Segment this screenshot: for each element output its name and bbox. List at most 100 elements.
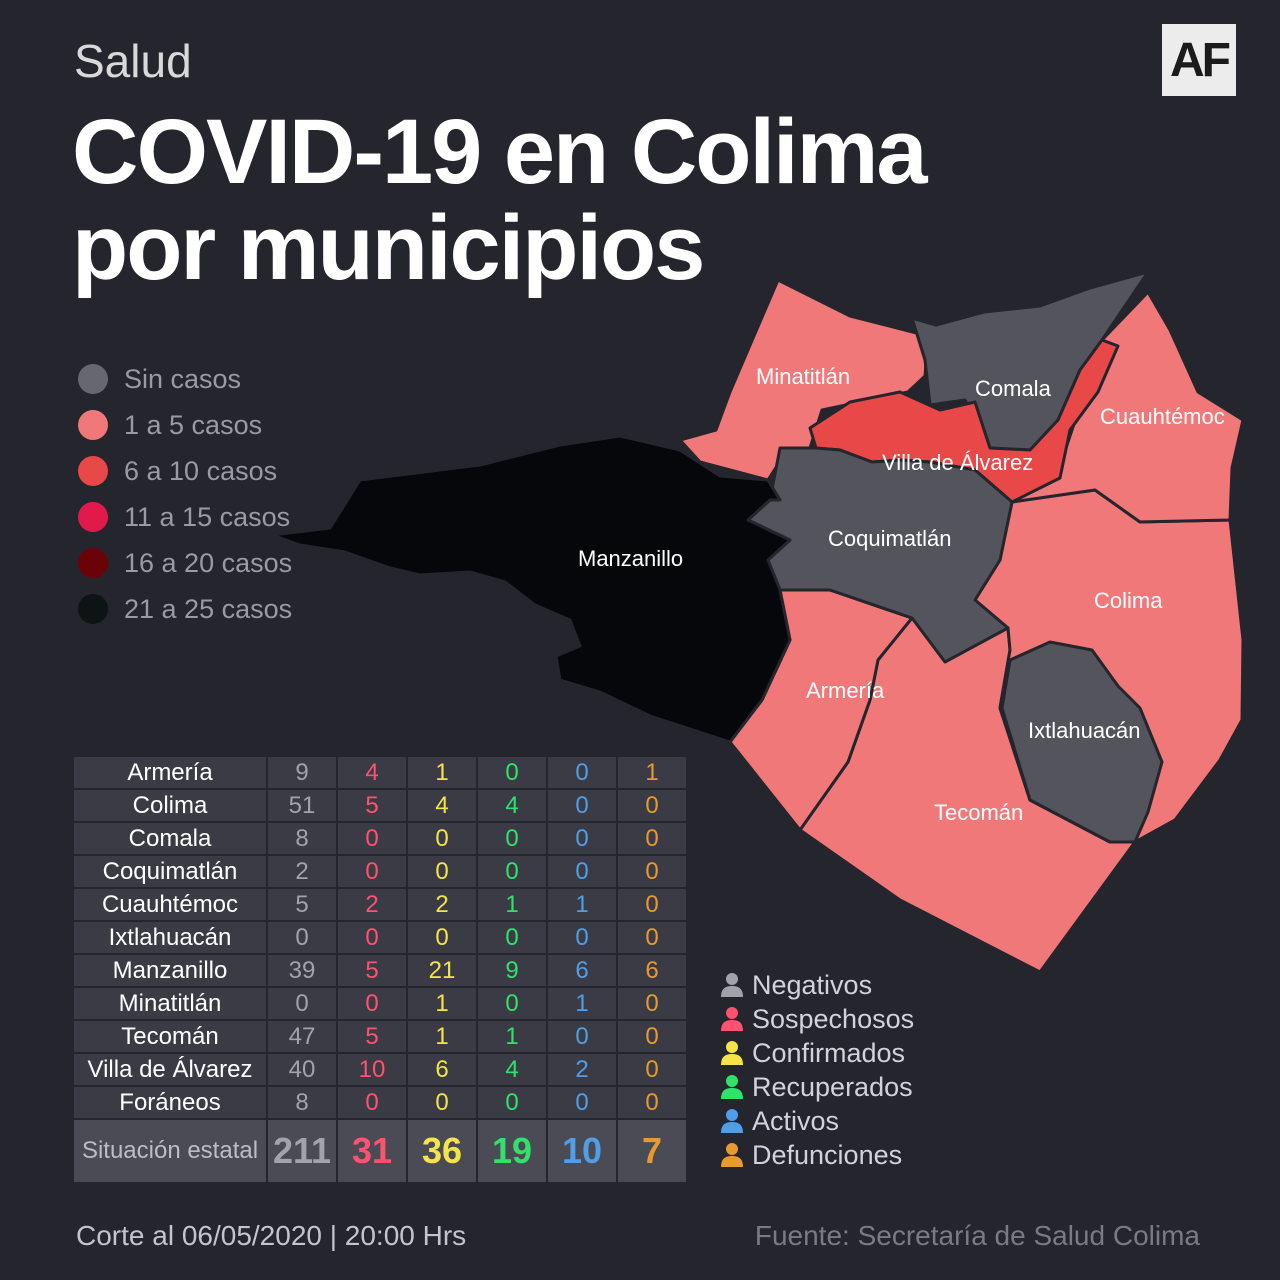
total-row: Situación estatal 211 31 36 19 10 7 (74, 1120, 686, 1182)
municipality-cell: Tecomán (74, 1021, 266, 1052)
municipality-cell: Villa de Álvarez (74, 1054, 266, 1085)
value-cell: 0 (618, 1087, 686, 1118)
legend-label: 16 a 20 casos (124, 547, 293, 578)
municipality-cell: Armería (74, 757, 266, 788)
value-cell: 6 (618, 955, 686, 986)
municipality-cell: Coquimatlán (74, 856, 266, 887)
value-cell: 0 (338, 856, 406, 887)
municipality-cell: Manzanillo (74, 955, 266, 986)
person-icon (721, 1041, 743, 1065)
label-minatitlan: Minatitlán (756, 364, 850, 389)
category-item: Recuperados (720, 1070, 914, 1104)
legend-item: 11 a 15 casos (78, 494, 292, 540)
label-colima: Colima (1094, 588, 1163, 613)
value-cell: 0 (548, 823, 616, 854)
source-note: Fuente: Secretaría de Salud Colima (754, 1220, 1200, 1251)
total-value: 7 (618, 1120, 686, 1182)
value-cell: 0 (548, 856, 616, 887)
value-cell: 0 (548, 757, 616, 788)
value-cell: 9 (268, 757, 336, 788)
total-value: 211 (268, 1120, 336, 1182)
category-label: Sospechosos (752, 1003, 915, 1034)
table-row: Comala 8 0 0 0 0 0 (74, 823, 686, 854)
total-value: 10 (548, 1120, 616, 1182)
value-cell: 0 (618, 790, 686, 821)
municipality-cell: Colima (74, 790, 266, 821)
value-cell: 21 (408, 955, 476, 986)
category-item: Activos (720, 1104, 914, 1138)
value-cell: 1 (408, 757, 476, 788)
legend-label: Sin casos (124, 363, 242, 394)
table-row: Villa de Álvarez 40 10 6 4 2 0 (74, 1054, 686, 1085)
table-row: Foráneos 8 0 0 0 0 0 (74, 1087, 686, 1118)
value-cell: 0 (338, 1087, 406, 1118)
table-row: Manzanillo 39 5 21 9 6 6 (74, 955, 686, 986)
value-cell: 51 (268, 790, 336, 821)
title-line-2: por municipios (72, 197, 705, 299)
value-cell: 0 (478, 1087, 546, 1118)
legend-swatch (78, 548, 108, 578)
label-ixtlahuacan: Ixtlahuacán (1028, 718, 1141, 743)
total-value: 19 (478, 1120, 546, 1182)
region-ixtlahuacan[interactable] (1000, 640, 1164, 844)
label-villa-de-alvarez: Villa de Álvarez (882, 450, 1033, 475)
value-cell: 0 (268, 922, 336, 953)
municipality-cell: Cuauhtémoc (74, 889, 266, 920)
label-coquimatlan: Coquimatlán (828, 526, 952, 551)
legend-swatch (78, 594, 108, 624)
total-label: Situación estatal (74, 1120, 266, 1182)
value-cell: 5 (338, 790, 406, 821)
value-cell: 39 (268, 955, 336, 986)
category-item: Sospechosos (720, 1002, 914, 1036)
value-cell: 0 (618, 889, 686, 920)
value-cell: 0 (618, 1021, 686, 1052)
value-cell: 5 (268, 889, 336, 920)
table-row: Cuauhtémoc 5 2 2 1 1 0 (74, 889, 686, 920)
value-cell: 0 (478, 922, 546, 953)
value-cell: 1 (408, 1021, 476, 1052)
value-cell: 0 (618, 856, 686, 887)
legend-swatch (78, 410, 108, 440)
label-tecoman: Tecomán (934, 800, 1023, 825)
value-cell: 0 (338, 988, 406, 1019)
value-cell: 0 (618, 1054, 686, 1085)
region-manzanillo[interactable] (270, 434, 792, 744)
color-legend: Sin casos 1 a 5 casos 6 a 10 casos 11 a … (78, 356, 292, 632)
cutoff-date: Corte al 06/05/2020 | 20:00 Hrs (76, 1220, 467, 1251)
value-cell: 4 (478, 790, 546, 821)
value-cell: 1 (548, 988, 616, 1019)
label-armeria: Armería (806, 678, 885, 703)
municipality-cell: Comala (74, 823, 266, 854)
value-cell: 40 (268, 1054, 336, 1085)
brand-logo: AF (1162, 24, 1236, 96)
label-comala: Comala (975, 376, 1052, 401)
value-cell: 0 (338, 922, 406, 953)
value-cell: 0 (618, 922, 686, 953)
value-cell: 0 (548, 1021, 616, 1052)
value-cell: 1 (478, 1021, 546, 1052)
label-cuauhtemoc: Cuauhtémoc (1100, 404, 1225, 429)
value-cell: 4 (408, 790, 476, 821)
value-cell: 0 (408, 856, 476, 887)
value-cell: 2 (268, 856, 336, 887)
legend-swatch (78, 364, 108, 394)
person-icon (721, 1007, 743, 1031)
category-label: Negativos (752, 969, 873, 1000)
legend-item: 21 a 25 casos (78, 586, 292, 632)
value-cell: 1 (408, 988, 476, 1019)
person-icon (721, 973, 743, 997)
legend-item: 6 a 10 casos (78, 448, 292, 494)
category-label: Activos (752, 1105, 840, 1136)
value-cell: 6 (408, 1054, 476, 1085)
value-cell: 8 (268, 823, 336, 854)
value-cell: 4 (338, 757, 406, 788)
person-icon (721, 1143, 743, 1167)
value-cell: 0 (478, 988, 546, 1019)
cases-table: Armería 9 4 1 0 0 1 Colima 51 5 4 4 0 0 Comala 8 0 0 0 0 0 Co… (72, 755, 688, 1184)
person-icon (721, 1075, 743, 1099)
legend-label: 21 a 25 casos (124, 593, 293, 624)
legend-swatch (78, 456, 108, 486)
value-cell: 0 (478, 823, 546, 854)
value-cell: 0 (548, 790, 616, 821)
